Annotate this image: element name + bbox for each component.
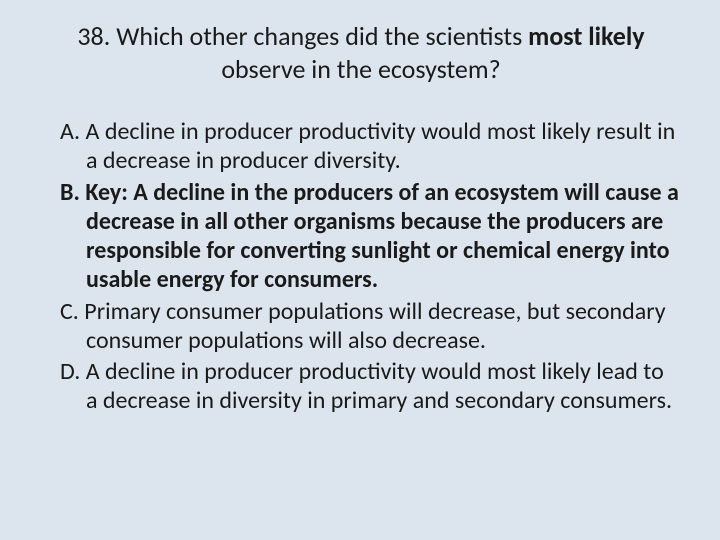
question-text-bold: most likely (528, 20, 644, 52)
question-number: 38. (77, 20, 110, 52)
answer-list: A. A decline in producer productivity wo… (42, 117, 680, 416)
question-title: 38. Which other changes did the scientis… (42, 20, 680, 85)
question-text-prefix: Which other changes did the scientists (116, 20, 528, 52)
answer-b: B. Key: A decline in the producers of an… (42, 178, 680, 295)
answer-c: C. Primary consumer populations will dec… (42, 297, 680, 356)
question-text-suffix: observe in the ecosystem? (221, 53, 500, 85)
answer-a-text: A decline in producer productivity would… (86, 117, 676, 175)
answer-d-text: A decline in producer productivity would… (86, 357, 672, 415)
answer-a-letter: A. (60, 117, 80, 146)
answer-d-letter: D. (60, 357, 80, 386)
answer-b-text: Key: A decline in the producers of an ec… (85, 178, 678, 295)
answer-a: A. A decline in producer productivity wo… (42, 117, 680, 176)
answer-c-text: Primary consumer populations will decrea… (84, 297, 665, 355)
answer-d: D. A decline in producer productivity wo… (42, 357, 680, 416)
answer-c-letter: C. (60, 297, 79, 326)
answer-b-letter: B. (60, 178, 80, 207)
